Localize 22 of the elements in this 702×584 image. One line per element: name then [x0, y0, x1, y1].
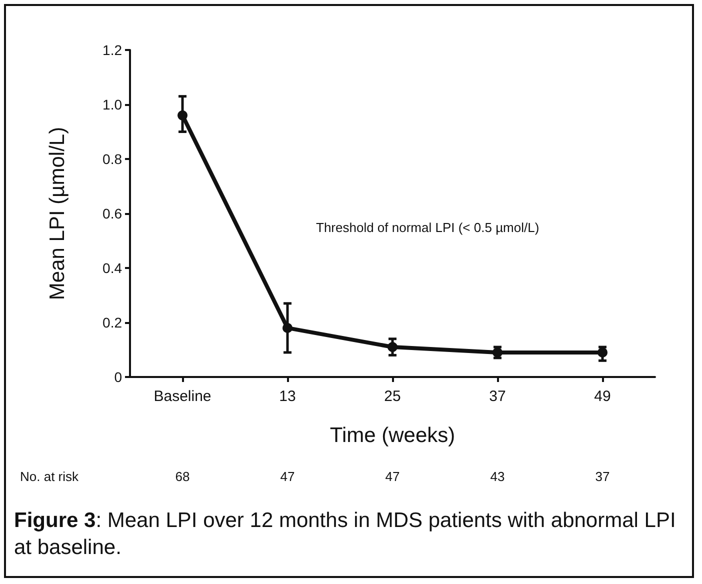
text: 47 [385, 469, 400, 484]
y-tick-label: 0.6 [102, 206, 122, 222]
x-tick-label: 37 [489, 388, 506, 405]
y-tick-label: 1.2 [102, 42, 122, 58]
text: 47 [280, 469, 295, 484]
text: 43 [490, 469, 505, 484]
y-tick-label: 0.4 [102, 260, 122, 276]
y-tick-label: 0.2 [102, 314, 122, 330]
y-axis-title: Mean LPI (µmol/L) [46, 126, 69, 300]
text: 37 [595, 469, 610, 484]
x-tick-label: Baseline [154, 388, 212, 405]
caption: Figure 3: Mean LPI over 12 months in MDS patients with abnormal LPI at baseline. [14, 508, 677, 561]
y-tick-label: 0.8 [102, 151, 122, 167]
x-tick-label: 13 [279, 388, 296, 405]
y-tick-label: 0 [114, 369, 122, 385]
x-tick-label: 25 [384, 388, 401, 405]
x-tick-label: 49 [594, 388, 611, 405]
text: No. at risk [20, 469, 80, 484]
text: 68 [175, 469, 190, 484]
x-axis-title: Time (weeks) [330, 424, 456, 447]
y-tick-label: 1.0 [102, 96, 122, 112]
annotation: Threshold of normal LPI (< 0.5 µmol/L) [316, 220, 540, 235]
